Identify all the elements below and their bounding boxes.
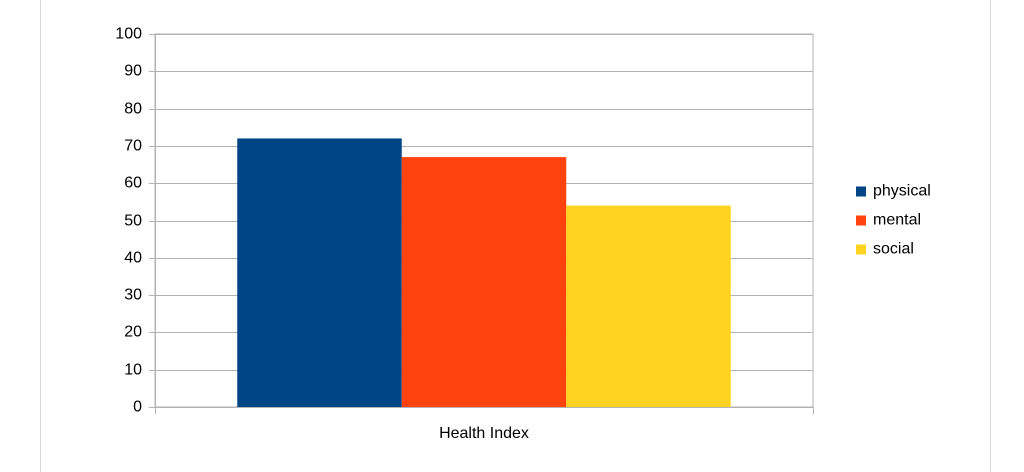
y-tick-label: 10 — [124, 362, 142, 379]
y-tick-label: 50 — [124, 213, 142, 230]
bar — [401, 157, 567, 407]
y-tick-label: 0 — [133, 399, 142, 416]
y-tick-label: 20 — [124, 324, 142, 341]
legend-swatch — [856, 244, 866, 255]
legend-label: physical — [873, 183, 931, 200]
legend-swatch — [856, 215, 866, 226]
bar — [237, 138, 402, 407]
y-tick-label: 30 — [124, 287, 142, 304]
y-tick-label: 100 — [115, 26, 142, 43]
bar — [566, 205, 731, 407]
y-tick-label: 70 — [124, 138, 142, 155]
x-tick-label: Health Index — [439, 425, 529, 442]
legend-label: mental — [873, 212, 921, 229]
y-tick-label: 40 — [124, 250, 142, 267]
y-tick-label: 90 — [124, 63, 142, 80]
legend-label: social — [873, 241, 914, 258]
legend-swatch — [856, 186, 866, 197]
y-tick-label: 80 — [124, 101, 142, 118]
y-tick-label: 60 — [124, 175, 142, 192]
